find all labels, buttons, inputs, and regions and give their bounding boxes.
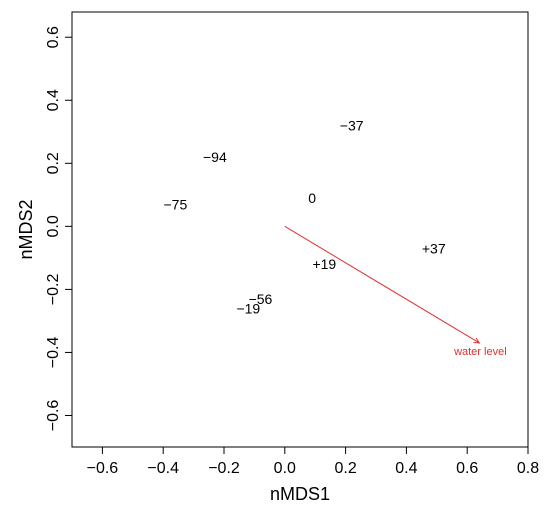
y-axis: −0.6 −0.4 −0.2 0.0 0.2 0.4 0.6 [45,26,72,431]
x-tick-label: −0.4 [147,460,179,477]
point-label: 0 [308,190,316,206]
x-tick-label: −0.2 [208,460,240,477]
point-label: +19 [312,256,336,272]
x-tick-label: 0.6 [456,460,478,477]
y-tick-label: −0.4 [45,337,62,369]
y-tick-label: 0.4 [45,89,62,111]
point-label: −94 [203,149,227,165]
point-label: −56 [249,291,273,307]
x-tick-label: 0.4 [395,460,417,477]
water-level-vector: water level [284,225,507,358]
y-tick-label: 0.6 [45,26,62,48]
point-label: −75 [163,196,187,212]
y-tick-label: −0.2 [45,274,62,306]
x-tick-label: −0.6 [87,460,119,477]
vector-label: water level [453,346,507,358]
vector-line [284,225,480,344]
x-axis-label: nMDS1 [270,484,330,504]
y-tick-label: −0.6 [45,400,62,432]
x-tick-label: 0.2 [334,460,356,477]
point-label: +37 [422,240,446,256]
point-label: −19 [236,300,260,316]
x-tick-label: 0.8 [517,460,539,477]
x-tick-label: 0.0 [274,460,296,477]
point-label: −37 [340,117,364,133]
plot-area-frame [71,11,529,448]
point-labels: −37 −94 −75 0 +37 +19 −56−19 [163,117,445,316]
y-tick-label: 0.0 [45,215,62,237]
vector-arrowhead [473,337,481,344]
y-axis-label: nMDS2 [16,199,36,259]
x-axis: −0.6 −0.4 −0.2 0.0 0.2 0.4 0.6 0.8 [87,447,539,477]
y-tick-label: 0.2 [45,152,62,174]
